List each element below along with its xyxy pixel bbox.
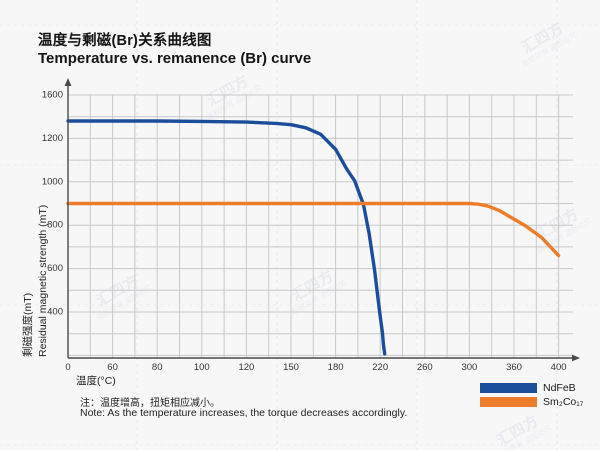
x-tick-labels: 0 60 80 100 120 150 180 220 260 300 360 400 bbox=[65, 362, 566, 373]
svg-text:1200: 1200 bbox=[42, 133, 63, 144]
legend-swatch-ndfeb bbox=[480, 383, 537, 393]
svg-text:800: 800 bbox=[47, 220, 63, 231]
svg-text:300: 300 bbox=[461, 362, 477, 373]
svg-text:60: 60 bbox=[107, 362, 118, 373]
legend-swatch-sm2co17 bbox=[480, 397, 537, 407]
svg-text:120: 120 bbox=[238, 362, 254, 373]
page-title-cn: 温度与剩磁(Br)关系曲线图 bbox=[38, 33, 212, 49]
legend-label-ndfeb: NdFeB bbox=[543, 382, 576, 394]
legend: NdFeB Sm₂Co₁₇ bbox=[480, 383, 595, 411]
svg-text:220: 220 bbox=[372, 362, 388, 373]
x-axis-label: 温度(°C) bbox=[76, 375, 116, 387]
note-text-cn: 注：温度增高，扭矩相应减小。 bbox=[80, 398, 220, 409]
svg-text:1000: 1000 bbox=[42, 176, 63, 187]
page-title-en: Temperature vs. remanence (Br) curve bbox=[38, 50, 312, 67]
svg-text:150: 150 bbox=[283, 362, 299, 373]
svg-text:600: 600 bbox=[47, 263, 63, 274]
note-text-en: Note: As the temperature increases, the … bbox=[80, 407, 408, 419]
svg-text:0: 0 bbox=[65, 362, 70, 373]
series-line-ndfeb bbox=[66, 119, 387, 356]
legend-item-sm2co17: Sm₂Co₁₇ bbox=[480, 397, 595, 407]
svg-text:360: 360 bbox=[506, 362, 522, 373]
y-tick-labels: 1600 1200 1000 800 600 400 bbox=[42, 90, 63, 318]
svg-text:260: 260 bbox=[417, 362, 433, 373]
svg-text:180: 180 bbox=[328, 362, 344, 373]
svg-text:1600: 1600 bbox=[42, 90, 63, 101]
axes bbox=[64, 78, 580, 362]
svg-text:400: 400 bbox=[47, 307, 63, 318]
legend-item-ndfeb: NdFeB bbox=[480, 383, 595, 393]
legend-label-sm2co17: Sm₂Co₁₇ bbox=[543, 396, 584, 408]
svg-text:400: 400 bbox=[551, 362, 567, 373]
svg-text:80: 80 bbox=[152, 362, 163, 373]
series-line-sm2co17 bbox=[66, 201, 561, 258]
svg-text:100: 100 bbox=[194, 362, 210, 373]
